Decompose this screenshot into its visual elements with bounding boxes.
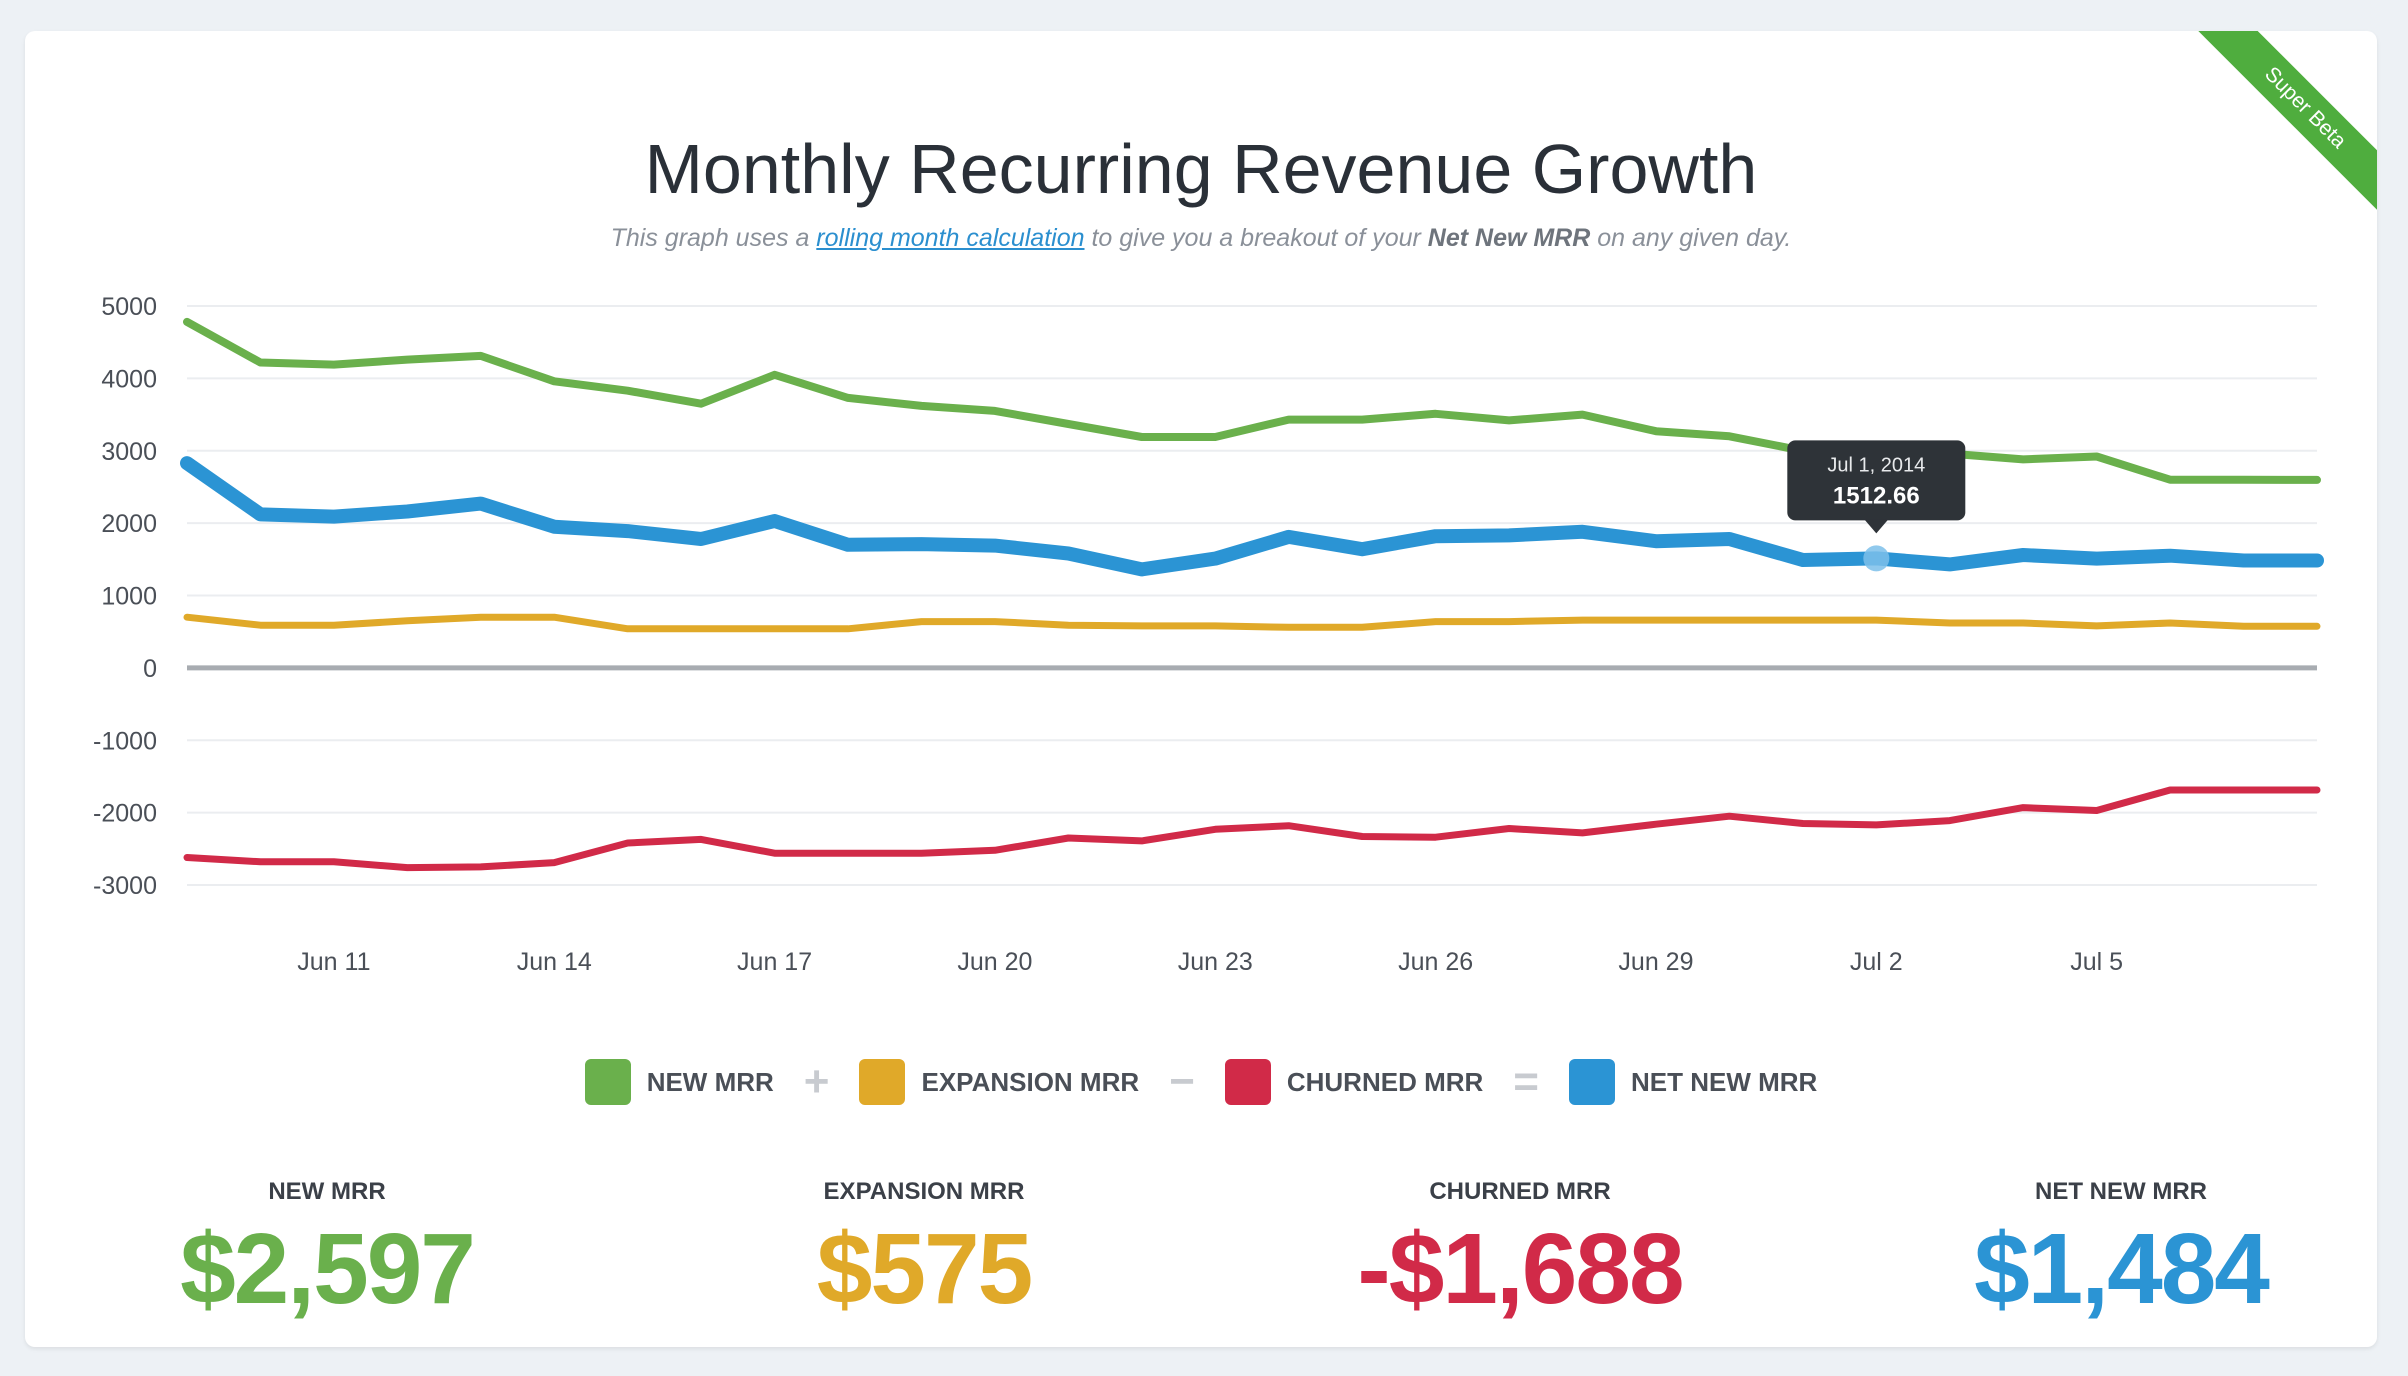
legend-label-churned-mrr: CHURNED MRR bbox=[1286, 1066, 1484, 1097]
y-tick-label: 3000 bbox=[101, 438, 157, 466]
y-tick-label: 0 bbox=[143, 655, 157, 683]
stat-label-new-mrr: NEW MRR bbox=[268, 1178, 386, 1205]
chart-subtitle: This graph uses a rolling month calculat… bbox=[25, 224, 2377, 253]
chart-tooltip: Jul 1, 2014 1512.66 bbox=[1787, 440, 1966, 572]
stat-value-churned-mrr: -$1,688 bbox=[1357, 1213, 1684, 1325]
minus-operator: − bbox=[1169, 1057, 1195, 1106]
x-tick-label: Jun 23 bbox=[1178, 948, 1253, 976]
y-tick-label: -2000 bbox=[93, 800, 157, 828]
legend-label-net-new-mrr: NET NEW MRR bbox=[1630, 1066, 1818, 1097]
chart-grid bbox=[187, 305, 2317, 886]
stat-expansion-mrr: EXPANSION MRR $575 bbox=[664, 1178, 1184, 1327]
y-tick-label: 2000 bbox=[101, 510, 157, 538]
legend-label-expansion-mrr: EXPANSION MRR bbox=[921, 1066, 1140, 1097]
mrr-growth-card: Super Beta Monthly Recurring Revenue Gro… bbox=[25, 31, 2377, 1347]
x-tick-label: Jun 29 bbox=[1618, 948, 1693, 976]
series-line-expansion bbox=[183, 613, 2321, 633]
series-line-churned bbox=[183, 786, 2321, 872]
y-axis: 5000 4000 3000 2000 1000 0 -1000 -2000 -3000 bbox=[93, 293, 157, 900]
series-line-net bbox=[180, 456, 2324, 577]
y-tick-label: -3000 bbox=[93, 872, 157, 900]
rolling-month-calculation-link[interactable]: rolling month calculation bbox=[816, 224, 1085, 252]
stat-value-expansion-mrr: $575 bbox=[816, 1213, 1033, 1325]
tooltip-point-marker[interactable] bbox=[1863, 545, 1890, 572]
legend-item-net-new-mrr[interactable]: NET NEW MRR bbox=[1568, 1059, 1818, 1105]
legend-swatch-churned-mrr bbox=[1224, 1059, 1271, 1105]
legend-label-new-mrr: NEW MRR bbox=[646, 1066, 774, 1097]
stat-new-mrr: NEW MRR $2,597 bbox=[67, 1178, 587, 1327]
plus-operator: + bbox=[803, 1057, 830, 1106]
chart-title: Monthly Recurring Revenue Growth bbox=[644, 130, 1758, 208]
subtitle-middle: to give you a breakout of your bbox=[1091, 224, 1421, 252]
legend-swatch-net-new-mrr bbox=[1568, 1059, 1615, 1105]
subtitle-before: This graph uses a bbox=[610, 224, 810, 252]
tooltip-box bbox=[1787, 440, 1966, 521]
y-tick-label: 4000 bbox=[101, 365, 157, 393]
x-tick-label: Jun 14 bbox=[517, 948, 592, 976]
x-tick-label: Jun 20 bbox=[957, 948, 1032, 976]
stat-label-churned-mrr: CHURNED MRR bbox=[1429, 1178, 1611, 1205]
tooltip-caret bbox=[1864, 519, 1889, 534]
series-lines bbox=[180, 317, 2324, 872]
x-tick-label: Jun 17 bbox=[737, 948, 812, 976]
equals-operator: = bbox=[1513, 1057, 1539, 1106]
tooltip-value: 1512.66 bbox=[1833, 482, 1920, 509]
legend-swatch-expansion-mrr bbox=[859, 1059, 906, 1105]
stat-value-net-new-mrr: $1,484 bbox=[1974, 1213, 2270, 1325]
legend-item-churned-mrr[interactable]: CHURNED MRR bbox=[1224, 1059, 1484, 1105]
y-tick-label: 1000 bbox=[101, 583, 157, 611]
x-tick-label: Jun 11 bbox=[297, 948, 370, 976]
x-tick-label: Jun 26 bbox=[1398, 948, 1473, 976]
legend-item-new-mrr[interactable]: NEW MRR bbox=[584, 1059, 774, 1105]
subtitle-bold: Net New MRR bbox=[1427, 224, 1591, 252]
legend-swatch-new-mrr bbox=[584, 1059, 631, 1105]
legend-item-expansion-mrr[interactable]: EXPANSION MRR bbox=[859, 1059, 1139, 1105]
x-tick-label: Jul 2 bbox=[1850, 948, 1903, 976]
stat-churned-mrr: CHURNED MRR -$1,688 bbox=[1260, 1178, 1780, 1327]
subtitle-after: on any given day. bbox=[1597, 224, 1792, 252]
stat-label-expansion-mrr: EXPANSION MRR bbox=[823, 1178, 1025, 1205]
series-line-new bbox=[183, 317, 2321, 484]
tooltip-date: Jul 1, 2014 bbox=[1827, 454, 1925, 476]
stat-value-new-mrr: $2,597 bbox=[180, 1213, 476, 1325]
stat-net-new-mrr: NET NEW MRR $1,484 bbox=[1861, 1178, 2377, 1327]
stat-label-net-new-mrr: NET NEW MRR bbox=[2035, 1178, 2207, 1205]
chart-legend: NEW MRR + EXPANSION MRR − CHURNED MRR = … bbox=[25, 1059, 2377, 1105]
y-tick-label: 5000 bbox=[101, 293, 157, 321]
mrr-line-chart: 5000 4000 3000 2000 1000 0 -1000 -2000 -3000 Jun… bbox=[93, 293, 2324, 976]
y-tick-label: -1000 bbox=[93, 727, 157, 755]
x-axis: Jun 11 Jun 14 Jun 17 Jun 20 Jun 23 Jun 26 Jun … bbox=[297, 948, 2123, 976]
x-tick-label: Jul 5 bbox=[2070, 948, 2123, 976]
